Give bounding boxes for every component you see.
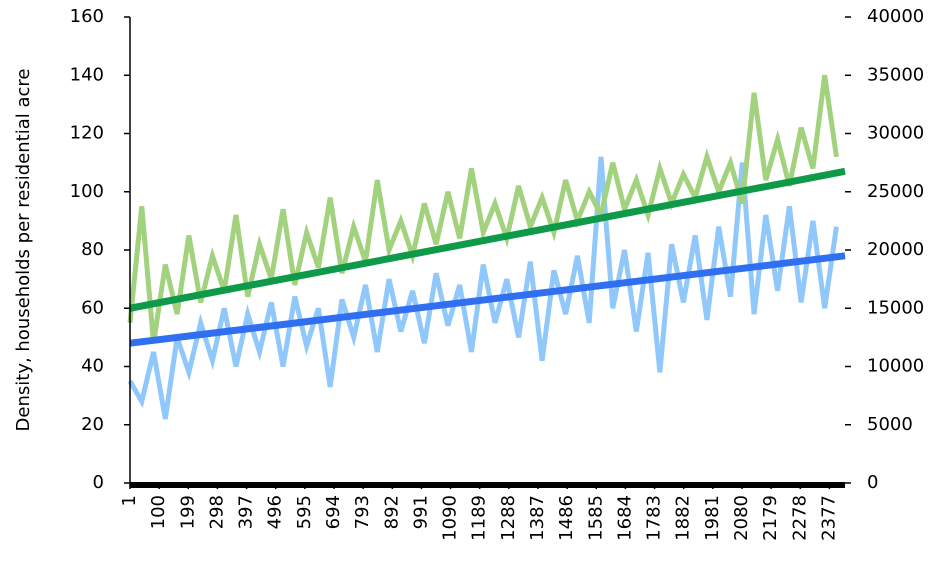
y-tick-label: 40 <box>81 356 104 377</box>
y-tick-label: 160 <box>70 6 104 27</box>
x-tick-label: 397 <box>236 495 257 529</box>
x-tick-label: 100 <box>148 495 169 529</box>
y-tick-label: 120 <box>70 123 104 144</box>
x-tick-label: 199 <box>177 495 198 529</box>
x-tick-label: 991 <box>410 495 431 529</box>
x-tick-label: 1387 <box>527 495 548 541</box>
x-tick-label: 1 <box>119 495 140 506</box>
y2-tick-label: 15000 <box>867 297 924 318</box>
y2-tick-label: 30000 <box>867 123 924 144</box>
x-tick-label: 1981 <box>702 495 723 541</box>
x-tick-label: 1783 <box>644 495 665 541</box>
y2-tick-label: 20000 <box>867 239 924 260</box>
x-tick-label: 1585 <box>585 495 606 541</box>
data-line <box>129 252 846 347</box>
x-tick-label: 694 <box>323 495 344 529</box>
x-tick-label: 2179 <box>760 495 781 541</box>
data-line <box>127 156 839 420</box>
y2-tick-label: 40000 <box>867 6 924 27</box>
x-tick-label: 496 <box>265 495 286 529</box>
y-tick-label: 0 <box>93 472 104 493</box>
y2-tick-label: 5000 <box>867 414 913 435</box>
y-tick-label: 140 <box>70 64 104 85</box>
x-tick-label: 1684 <box>614 495 635 541</box>
x-tick-label: 298 <box>206 495 227 529</box>
y2-tick-label: 10000 <box>867 356 924 377</box>
x-tick-label: 1486 <box>556 495 577 541</box>
data-line <box>129 167 846 312</box>
x-tick-label: 2377 <box>818 495 839 541</box>
x-tick-label: 1090 <box>440 495 461 541</box>
y2-tick-label: 35000 <box>867 64 924 85</box>
x-tick-label: 1288 <box>498 495 519 541</box>
y-tick-label: 80 <box>81 239 104 260</box>
y-axis-label: Density, households per residential acre <box>13 69 34 432</box>
y-tick-label: 100 <box>70 181 104 202</box>
x-tick-label: 595 <box>294 495 315 529</box>
x-tick-label: 892 <box>381 495 402 529</box>
y-tick-label: 20 <box>81 414 104 435</box>
x-tick-label: 793 <box>352 495 373 529</box>
x-tick-label: 1189 <box>469 495 490 541</box>
x-tick-label: 1882 <box>673 495 694 541</box>
y2-tick-label: 25000 <box>867 181 924 202</box>
x-tick-label: 2278 <box>789 495 810 541</box>
data-line <box>127 74 839 344</box>
y2-tick-label: 0 <box>867 472 878 493</box>
y-tick-label: 60 <box>81 297 104 318</box>
x-tick-label: 2080 <box>731 495 752 541</box>
